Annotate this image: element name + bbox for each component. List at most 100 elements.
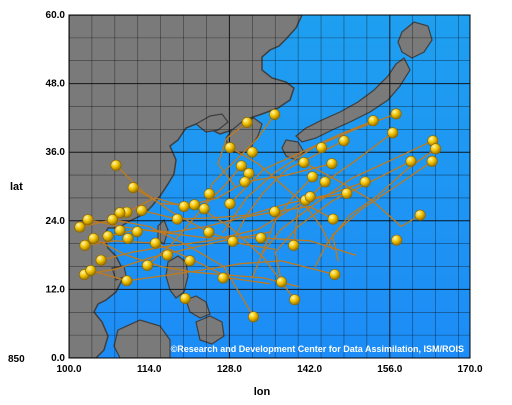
- typhoon-marker: [326, 158, 338, 170]
- track-line: [92, 237, 299, 288]
- y-axis-label: lat: [10, 181, 23, 193]
- typhoon-marker: [224, 198, 236, 210]
- typhoon-marker: [239, 176, 251, 188]
- y-tick-label: 36.0: [46, 147, 66, 158]
- typhoon-marker: [189, 199, 201, 211]
- typhoon-marker: [338, 135, 350, 147]
- typhoon-marker: [203, 226, 215, 238]
- credit-text: ©Research and Development Center for Dat…: [171, 344, 464, 354]
- typhoon-marker: [107, 214, 119, 226]
- typhoon-marker: [150, 237, 162, 249]
- typhoon-marker: [235, 160, 247, 172]
- typhoon-marker: [246, 146, 258, 158]
- track-line: [222, 113, 397, 233]
- typhoon-marker: [122, 233, 134, 245]
- y-tick-label: 0.0: [51, 353, 65, 364]
- typhoon-marker: [390, 108, 402, 120]
- typhoon-marker: [127, 182, 139, 194]
- typhoon-marker: [319, 176, 331, 188]
- x-tick-label: 114.0: [137, 364, 162, 375]
- typhoon-marker: [341, 187, 353, 199]
- x-axis-label: lon: [254, 386, 271, 398]
- liaodong: [194, 113, 229, 133]
- typhoon-marker: [136, 205, 148, 217]
- typhoon-marker: [88, 233, 100, 245]
- track-line: [331, 160, 433, 262]
- typhoon-marker: [327, 213, 339, 225]
- track-line: [217, 121, 248, 188]
- typhoon-marker: [82, 214, 94, 226]
- track-line: [132, 186, 296, 301]
- track-line: [251, 176, 314, 279]
- typhoon-marker: [121, 275, 133, 287]
- typhoon-marker: [316, 142, 328, 154]
- typhoon-marker: [74, 221, 86, 233]
- typhoon-marker: [391, 234, 403, 246]
- x-tick-label: 100.0: [56, 364, 81, 375]
- typhoon-marker: [367, 115, 379, 127]
- typhoon-marker: [405, 155, 417, 167]
- typhoon-marker: [95, 254, 107, 266]
- typhoon-marker: [79, 239, 91, 251]
- plot-frame: [68, 14, 471, 359]
- y-tick-label: 48.0: [46, 79, 66, 90]
- y-tick-label: 60.0: [46, 10, 66, 21]
- typhoon-marker: [85, 264, 97, 276]
- typhoon-marker: [288, 239, 300, 251]
- x-tick-label: 142.0: [297, 364, 322, 375]
- track-line: [274, 160, 412, 283]
- typhoon-marker: [114, 225, 126, 237]
- typhoon-marker: [131, 226, 143, 238]
- level-label: 850: [8, 354, 25, 365]
- typhoon-marker: [426, 155, 438, 167]
- typhoon-marker: [110, 159, 122, 171]
- x-tick-label: 156.0: [377, 364, 402, 375]
- typhoon-marker: [178, 201, 190, 213]
- typhoon-marker: [248, 311, 260, 323]
- typhoon-marker: [269, 206, 281, 218]
- typhoon-marker: [241, 117, 253, 129]
- typhoon-marker: [430, 143, 442, 155]
- typhoon-marker: [298, 157, 310, 169]
- track-line: [260, 140, 434, 256]
- typhoon-marker: [269, 109, 281, 121]
- typhoon-marker: [224, 142, 236, 154]
- typhoon-marker: [142, 259, 154, 271]
- x-tick-labels: 100.0 114.0 128.0 142.0 156.0 170.0: [56, 364, 482, 375]
- typhoon-marker: [198, 203, 210, 215]
- track-line: [107, 205, 334, 237]
- typhoon-marker: [275, 276, 287, 288]
- x-tick-label: 170.0: [457, 364, 482, 375]
- philippines-mindanao: [195, 315, 225, 345]
- typhoon-markers: [74, 108, 442, 323]
- typhoon-marker: [162, 249, 174, 261]
- typhoon-marker: [217, 272, 229, 284]
- x-tick-label: 128.0: [217, 364, 242, 375]
- typhoon-marker: [179, 292, 191, 304]
- typhoon-marker: [304, 191, 316, 203]
- typhoon-marker: [329, 268, 341, 280]
- typhoon-marker: [289, 294, 301, 306]
- track-line: [126, 162, 333, 213]
- mainland-asia: [69, 15, 303, 358]
- track-line: [229, 146, 334, 251]
- typhoon-marker: [387, 127, 399, 139]
- typhoon-marker: [255, 232, 267, 244]
- typhoon-marker: [102, 230, 114, 242]
- track-line: [303, 161, 421, 228]
- typhoon-marker: [359, 176, 371, 188]
- typhoon-marker: [227, 235, 239, 247]
- typhoon-marker: [414, 209, 426, 221]
- y-tick-label: 24.0: [46, 216, 66, 227]
- typhoon-marker: [306, 171, 318, 183]
- typhoon-marker: [184, 255, 196, 267]
- grid: [69, 15, 470, 358]
- typhoon-marker: [114, 207, 126, 219]
- track-line: [146, 165, 243, 267]
- typhoon-marker: [203, 188, 215, 200]
- typhoon-marker: [171, 213, 183, 225]
- y-tick-labels: 60.0 48.0 36.0 24.0 12.0 0.0: [46, 10, 66, 364]
- japan-hokkaido: [397, 21, 433, 59]
- y-tick-label: 12.0: [46, 284, 66, 295]
